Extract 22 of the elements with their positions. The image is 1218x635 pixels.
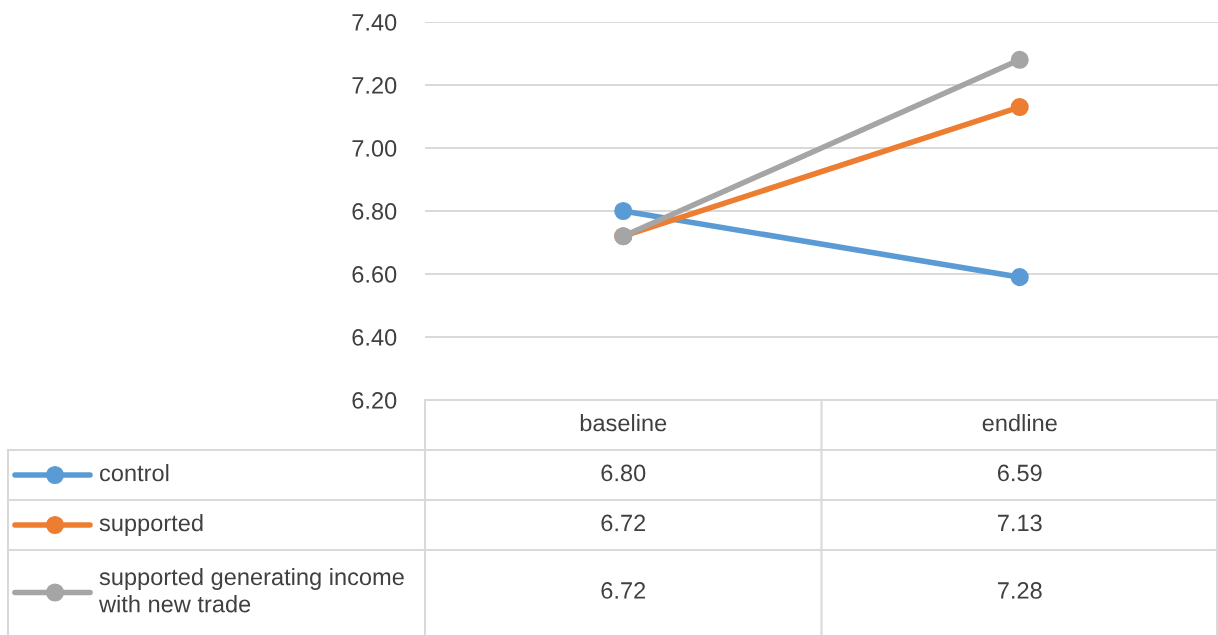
data-label: 6.59: [997, 464, 1042, 482]
y-tick-label: 6.80: [352, 203, 397, 220]
point: [1010, 98, 1029, 117]
y-tick-label: 7.00: [352, 140, 397, 157]
legend-label: supported generating income with new trade: [98, 567, 404, 613]
point: [1010, 50, 1029, 69]
x-tick-label: endline: [982, 413, 1057, 432]
x-tick-label: baseline: [580, 413, 667, 432]
legend-label: supported: [99, 513, 203, 536]
y-tick-label: 6.60: [352, 266, 397, 283]
y-tick-label: 6.40: [352, 329, 397, 346]
point: [614, 201, 633, 221]
y-tick-label: 6.20: [352, 392, 397, 409]
data-label: 6.72: [601, 514, 646, 532]
data-label: 7.13: [997, 514, 1042, 532]
data-label: 6.80: [601, 464, 646, 482]
y-tick-label: 7.20: [352, 77, 397, 94]
data-label: 7.28: [997, 582, 1042, 599]
data-label: 6.72: [601, 582, 646, 599]
legend-label: control: [100, 463, 169, 482]
y-tick-label: 7.40: [352, 14, 397, 31]
point: [1010, 268, 1029, 287]
